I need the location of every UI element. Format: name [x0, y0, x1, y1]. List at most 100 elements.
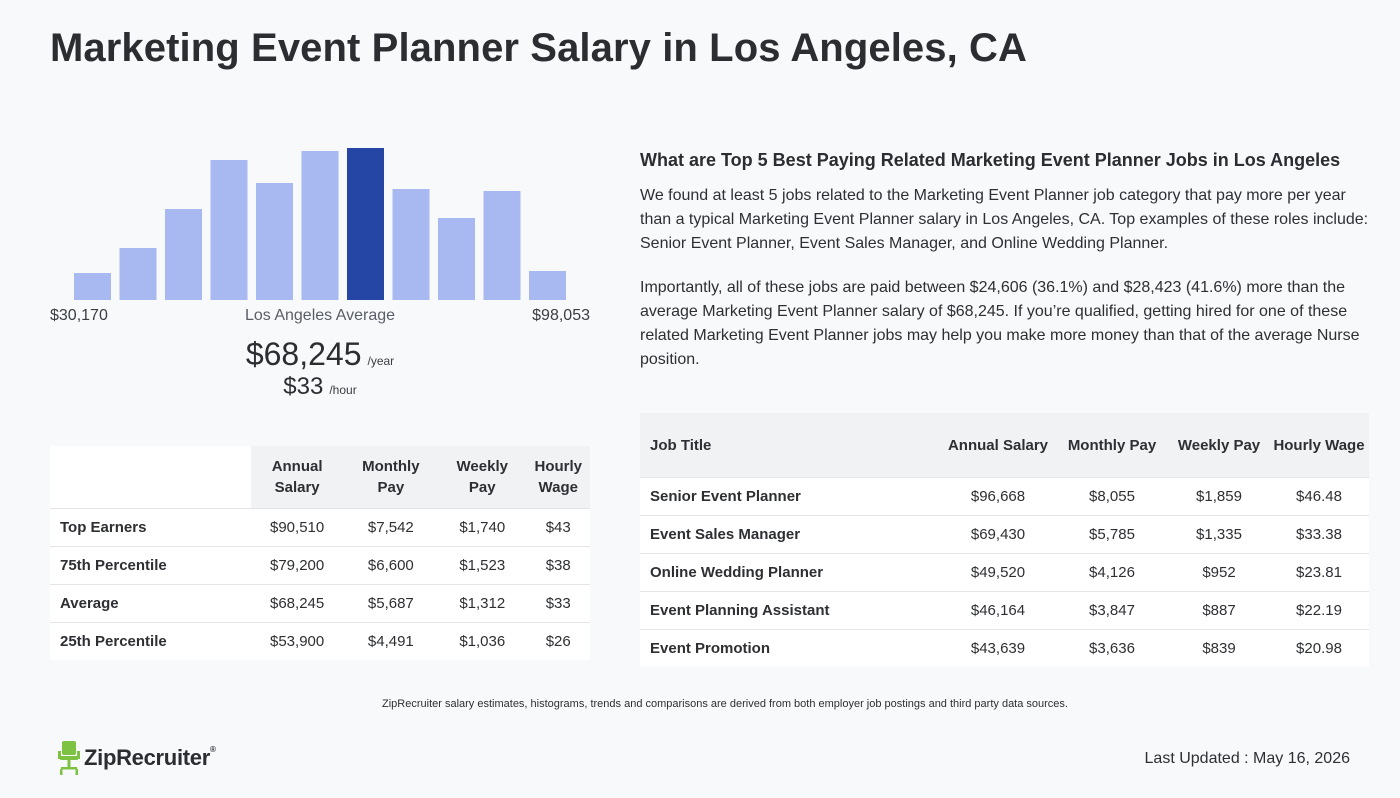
- hourly-cell: $43: [526, 508, 590, 547]
- annual-cell: $96,668: [941, 477, 1055, 516]
- weekly-cell: $839: [1169, 629, 1269, 667]
- annual-cell: $43,639: [941, 629, 1055, 667]
- monthly-cell: $4,126: [1055, 553, 1169, 592]
- header-weekly: Weekly Pay: [438, 446, 527, 509]
- weekly-cell: $1,523: [438, 546, 527, 585]
- hourly-unit: /hour: [329, 383, 357, 397]
- job-title-cell: Senior Event Planner: [640, 477, 941, 516]
- annual-cell: $90,510: [250, 508, 344, 547]
- table-row: Event Sales Manager $69,430 $5,785 $1,335 $3…: [640, 515, 1369, 554]
- header-annual: Annual Salary: [941, 413, 1055, 478]
- monthly-cell: $3,847: [1055, 591, 1169, 630]
- monthly-cell: $4,491: [343, 622, 439, 660]
- table-row: Event Promotion $43,639 $3,636 $839 $20.98: [640, 629, 1369, 667]
- job-title-cell: Event Promotion: [640, 629, 941, 667]
- header-hourly: Hourly Wage: [526, 446, 590, 509]
- table-row: Senior Event Planner $96,668 $8,055 $1,859 $…: [640, 477, 1369, 516]
- header-monthly: Monthly Pay: [343, 446, 439, 509]
- weekly-cell: $1,312: [438, 584, 527, 623]
- hourly-cell: $33: [526, 584, 590, 623]
- table-header-row: Job Title Annual Salary Monthly Pay Week…: [640, 413, 1369, 478]
- table-row: Top Earners $90,510 $7,542 $1,740 $43: [50, 508, 590, 547]
- annual-cell: $68,245: [250, 584, 344, 623]
- weekly-cell: $1,740: [438, 508, 527, 547]
- histogram-bar: [256, 183, 293, 300]
- hourly-cell: $33.38: [1269, 515, 1369, 554]
- monthly-cell: $7,542: [343, 508, 439, 547]
- annual-value: $68,245: [245, 336, 362, 372]
- annual-cell: $79,200: [250, 546, 344, 585]
- header-annual: Annual Salary: [250, 446, 344, 509]
- header-blank: [50, 446, 251, 509]
- weekly-cell: $887: [1169, 591, 1269, 630]
- histogram-bar: [438, 218, 475, 300]
- related-jobs-table: Job Title Annual Salary Monthly Pay Week…: [640, 413, 1369, 667]
- annual-cell: $46,164: [941, 591, 1055, 630]
- hourly-cell: $20.98: [1269, 629, 1369, 667]
- monthly-cell: $8,055: [1055, 477, 1169, 516]
- chair-icon: [58, 741, 80, 775]
- monthly-cell: $3,636: [1055, 629, 1169, 667]
- related-jobs-paragraph-1: We found at least 5 jobs related to the …: [640, 187, 1369, 252]
- histogram-max-label: $98,053: [532, 307, 590, 324]
- weekly-cell: $1,335: [1169, 515, 1269, 554]
- row-label: 75th Percentile: [50, 546, 251, 585]
- job-title-cell: Event Sales Manager: [640, 515, 941, 554]
- hourly-cell: $23.81: [1269, 553, 1369, 592]
- histogram-range: $30,170 Los Angeles Average $98,053: [50, 307, 590, 327]
- annual-cell: $49,520: [941, 553, 1055, 592]
- table-row: 25th Percentile $53,900 $4,491 $1,036 $26: [50, 622, 590, 660]
- histogram-bar: [529, 271, 566, 300]
- histogram-bar: [392, 189, 430, 300]
- monthly-cell: $5,785: [1055, 515, 1169, 554]
- ziprecruiter-logo[interactable]: ZipRecruiter®: [58, 740, 216, 776]
- header-monthly: Monthly Pay: [1055, 413, 1169, 478]
- job-title-cell: Event Planning Assistant: [640, 591, 941, 630]
- histogram-bar: [483, 191, 521, 300]
- hourly-value: $33: [283, 373, 324, 400]
- histogram-svg: [74, 148, 566, 300]
- logo-registered-mark: ®: [209, 745, 216, 754]
- histogram-bar: [165, 209, 202, 300]
- row-label: Average: [50, 584, 251, 623]
- logo-name: ZipRecruiter: [84, 745, 210, 770]
- histogram-min-label: $30,170: [50, 307, 108, 324]
- table-row: 75th Percentile $79,200 $6,600 $1,523 $38: [50, 546, 590, 585]
- weekly-cell: $1,036: [438, 622, 527, 660]
- salary-histogram: [50, 140, 590, 300]
- histogram-bar: [119, 248, 157, 300]
- header-hourly: Hourly Wage: [1269, 413, 1369, 478]
- page-title: Marketing Event Planner Salary in Los An…: [50, 26, 1028, 70]
- hourly-cell: $46.48: [1269, 477, 1369, 516]
- weekly-cell: $1,859: [1169, 477, 1269, 516]
- monthly-cell: $6,600: [343, 546, 439, 585]
- table-row: Online Wedding Planner $49,520 $4,126 $952 $…: [640, 553, 1369, 592]
- annual-unit: /year: [367, 354, 395, 368]
- histogram-avg-label: Los Angeles Average: [244, 307, 396, 324]
- logo-wordmark: ZipRecruiter®: [84, 745, 216, 771]
- table-row: Average $68,245 $5,687 $1,312 $33: [50, 584, 590, 623]
- last-updated: Last Updated : May 16, 2026: [1144, 750, 1350, 767]
- related-jobs-heading: What are Top 5 Best Paying Related Marke…: [640, 150, 1341, 170]
- header-job-title: Job Title: [640, 413, 941, 478]
- row-label: Top Earners: [50, 508, 251, 547]
- average-hourly-wage: $33/hour: [50, 373, 590, 401]
- hourly-cell: $26: [526, 622, 590, 660]
- hourly-cell: $22.19: [1269, 591, 1369, 630]
- annual-cell: $69,430: [941, 515, 1055, 554]
- hourly-cell: $38: [526, 546, 590, 585]
- related-jobs-paragraph-2: Importantly, all of these jobs are paid …: [640, 279, 1360, 368]
- weekly-cell: $952: [1169, 553, 1269, 592]
- histogram-bar: [301, 151, 339, 300]
- average-annual-salary: $68,245/year: [50, 336, 590, 373]
- histogram-bar-average: [347, 148, 384, 300]
- histogram-bar: [210, 160, 248, 300]
- histogram-bar: [74, 273, 111, 300]
- row-label: 25th Percentile: [50, 622, 251, 660]
- disclaimer: ZipRecruiter salary estimates, histogram…: [382, 698, 1068, 710]
- header-weekly: Weekly Pay: [1169, 413, 1269, 478]
- table-row: Event Planning Assistant $46,164 $3,847 $88…: [640, 591, 1369, 630]
- monthly-cell: $5,687: [343, 584, 439, 623]
- job-title-cell: Online Wedding Planner: [640, 553, 941, 592]
- table-header-row: Annual Salary Monthly Pay Weekly Pay Hou…: [50, 446, 590, 509]
